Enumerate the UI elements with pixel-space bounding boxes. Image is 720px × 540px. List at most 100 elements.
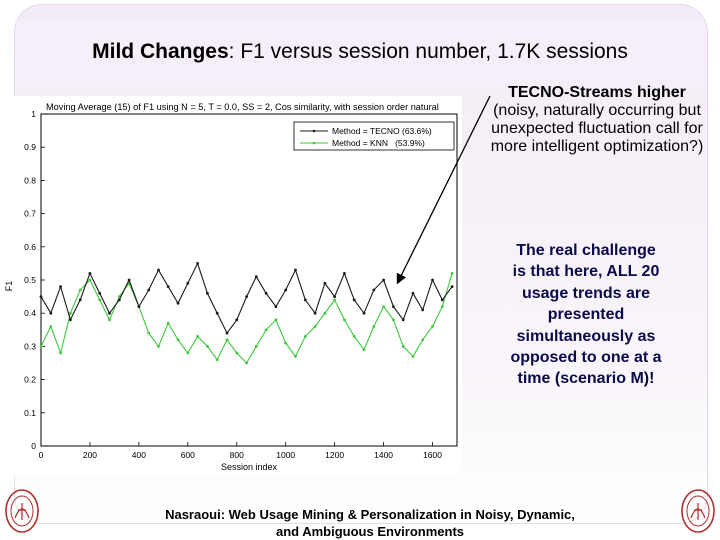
university-seal-icon xyxy=(5,489,39,533)
data-point-knn xyxy=(225,338,229,342)
y-tick-label: 1 xyxy=(31,109,36,119)
data-point-knn xyxy=(382,305,385,308)
slide-title: Mild Changes: F1 versus session number, … xyxy=(0,40,720,64)
x-tick-label: 0 xyxy=(39,450,44,460)
data-point-knn xyxy=(215,358,219,362)
data-point-knn xyxy=(372,325,376,328)
data-point-tecno xyxy=(264,291,268,295)
data-point-knn xyxy=(303,335,307,338)
data-point-knn xyxy=(284,341,288,345)
data-point-tecno xyxy=(225,331,229,335)
data-point-tecno xyxy=(98,291,102,295)
data-point-tecno xyxy=(382,278,385,282)
note-top-bold: TECNO-Streams higher xyxy=(508,84,686,101)
data-point-knn xyxy=(186,351,190,355)
data-point-tecno xyxy=(39,295,43,298)
data-point-tecno xyxy=(235,318,239,322)
footer-line-2: and Ambiguous Environments xyxy=(275,524,465,539)
data-point-knn xyxy=(450,272,454,275)
axis-ticks: 0 0.1 0.2 0.3 0.4 0.5 0.6 0.7 0.8 0.9 1 0 200 400 600 8… xyxy=(24,109,442,460)
data-point-tecno xyxy=(245,295,249,298)
data-point-knn xyxy=(88,278,92,282)
data-point-tecno xyxy=(166,285,170,288)
data-point-tecno xyxy=(313,311,317,315)
data-point-knn xyxy=(431,325,434,328)
x-tick-label: 800 xyxy=(230,450,244,460)
x-tick-label: 1400 xyxy=(374,450,393,460)
note-tecno-higher: TECNO-Streams higher (noisy, naturally oc… xyxy=(484,84,710,156)
data-point-knn xyxy=(323,311,327,315)
data-point-knn xyxy=(147,331,151,335)
data-point-knn xyxy=(206,345,209,348)
legend-marker-tecno xyxy=(312,129,316,133)
data-point-tecno xyxy=(254,275,258,279)
data-point-knn xyxy=(98,298,102,302)
data-point-knn xyxy=(49,325,53,328)
data-point-tecno xyxy=(274,305,278,308)
data-point-tecno xyxy=(450,285,454,288)
data-point-knn xyxy=(108,318,111,322)
data-point-knn xyxy=(392,318,395,322)
slide-title-rest: : F1 versus session number, 1.7K session… xyxy=(228,40,628,63)
data-point-tecno xyxy=(303,298,307,302)
y-tick-label: 0.4 xyxy=(24,308,36,318)
footer-citation: Nasraoui: Web Usage Mining & Personaliza… xyxy=(150,506,590,540)
slide-title-bold: Mild Changes xyxy=(92,40,229,63)
data-point-tecno xyxy=(392,305,395,308)
data-point-knn xyxy=(264,328,268,332)
chart-panel: Moving Average (15) of F1 using N = 5, T… xyxy=(4,96,462,476)
data-point-knn xyxy=(157,345,160,348)
data-point-tecno xyxy=(352,298,356,302)
university-seal-icon xyxy=(681,489,715,533)
data-point-knn xyxy=(59,351,62,355)
y-axis-label: F1 xyxy=(4,281,14,292)
chart-title: Moving Average (15) of F1 using N = 5, T… xyxy=(46,102,439,112)
data-point-tecno xyxy=(78,298,82,302)
data-point-tecno xyxy=(176,301,180,305)
y-tick-label: 0.6 xyxy=(24,242,36,252)
data-point-knn xyxy=(69,311,72,315)
data-point-tecno xyxy=(186,281,190,285)
data-point-tecno xyxy=(59,285,62,288)
data-point-tecno xyxy=(215,311,219,315)
data-point-tecno xyxy=(127,278,131,282)
data-point-knn xyxy=(176,338,180,342)
data-point-knn xyxy=(254,345,258,348)
data-point-tecno xyxy=(284,288,288,292)
data-point-knn xyxy=(294,355,297,358)
y-tick-label: 0.9 xyxy=(24,142,36,152)
data-point-knn xyxy=(313,325,317,328)
data-point-knn xyxy=(166,321,170,325)
f1-line-chart: Moving Average (15) of F1 using N = 5, T… xyxy=(4,102,458,472)
data-point-tecno xyxy=(343,272,346,275)
data-point-tecno xyxy=(69,318,72,322)
data-point-tecno xyxy=(323,281,327,285)
data-point-tecno xyxy=(117,298,121,302)
data-point-tecno xyxy=(157,268,160,272)
data-point-knn xyxy=(421,338,425,342)
data-point-tecno xyxy=(88,272,92,275)
data-point-tecno xyxy=(147,288,151,292)
series-lines xyxy=(39,261,454,365)
data-point-tecno xyxy=(372,288,376,292)
x-tick-label: 600 xyxy=(181,450,195,460)
data-point-knn xyxy=(362,348,366,352)
data-point-tecno xyxy=(206,291,209,295)
note-top-rest: (noisy, naturally occurring but unexpect… xyxy=(490,102,704,155)
data-point-tecno xyxy=(108,311,111,315)
x-axis-label: Session index xyxy=(221,462,278,472)
title-band xyxy=(16,20,704,86)
footer-line-1: Nasraoui: Web Usage Mining & Personaliza… xyxy=(165,507,575,522)
x-tick-label: 200 xyxy=(83,450,97,460)
data-point-tecno xyxy=(362,311,366,315)
data-point-tecno xyxy=(333,295,336,298)
y-tick-label: 0.1 xyxy=(24,408,36,418)
plot-area xyxy=(40,113,458,447)
data-point-knn xyxy=(245,361,249,365)
data-point-knn xyxy=(235,351,239,355)
data-point-tecno xyxy=(49,311,53,315)
data-point-knn xyxy=(274,318,278,322)
data-point-tecno xyxy=(196,262,200,265)
x-tick-label: 1200 xyxy=(325,450,344,460)
data-point-knn xyxy=(411,355,415,358)
